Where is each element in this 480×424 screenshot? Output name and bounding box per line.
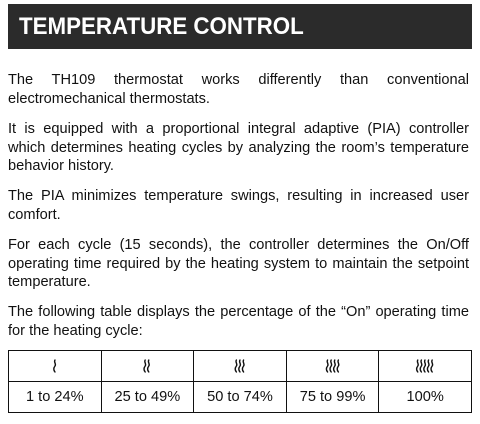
table-cell-range: 100% <box>378 381 472 413</box>
heat-wave-stroke <box>426 359 430 373</box>
heat-wave-stroke <box>234 359 238 373</box>
paragraph-table-intro: The following table displays the percent… <box>8 304 469 339</box>
paragraph-cycle: For each cycle (15 seconds), the control… <box>8 237 469 290</box>
table-cell-icon <box>8 350 102 382</box>
table-cell-icon <box>100 350 195 382</box>
heat-wave-stroke <box>325 359 329 373</box>
table-cell-range: 1 to 24% <box>8 381 102 413</box>
paragraph-pia-comfort: The PIA minimizes temperature swings, re… <box>8 188 469 223</box>
heat-wave-icon-4 <box>325 359 340 373</box>
table-cell-range: 50 to 74% <box>193 381 287 413</box>
heat-wave-stroke <box>238 359 242 373</box>
heat-wave-stroke <box>147 359 151 373</box>
heat-wave-stroke <box>416 359 420 373</box>
table-cell-icon <box>378 350 472 382</box>
heat-wave-icon-3 <box>234 359 245 373</box>
heat-wave-icon-2 <box>143 359 151 373</box>
section-title: TEMPERATURE CONTROL <box>19 13 304 40</box>
section-header: TEMPERATURE CONTROL <box>8 4 472 49</box>
heat-wave-stroke <box>423 359 427 373</box>
heat-wave-stroke <box>328 359 332 373</box>
heat-wave-icon-1 <box>52 359 56 373</box>
table-cell-icon <box>285 350 380 382</box>
heat-wave-stroke <box>430 359 434 373</box>
paragraph-intro: The TH109 thermostat works differently t… <box>8 72 469 107</box>
table-row-values: 1 to 24% 25 to 49% 50 to 74% 75 to 99% 1… <box>8 381 472 413</box>
heating-cycle-table: 1 to 24% 25 to 49% 50 to 74% 75 to 99% 1… <box>8 350 472 413</box>
table-row-icons <box>8 350 472 382</box>
heat-wave-stroke <box>52 359 56 373</box>
table-cell-range: 25 to 49% <box>100 381 195 413</box>
heat-wave-stroke <box>241 359 245 373</box>
table-cell-range: 75 to 99% <box>285 381 380 413</box>
table-cell-icon <box>193 350 287 382</box>
heat-wave-icon-5 <box>416 359 434 373</box>
heat-wave-stroke <box>143 359 147 373</box>
paragraph-pia-controller: It is equipped with a proportional integ… <box>8 121 469 174</box>
heat-wave-stroke <box>419 359 423 373</box>
heat-wave-stroke <box>336 359 340 373</box>
heat-wave-stroke <box>332 359 336 373</box>
